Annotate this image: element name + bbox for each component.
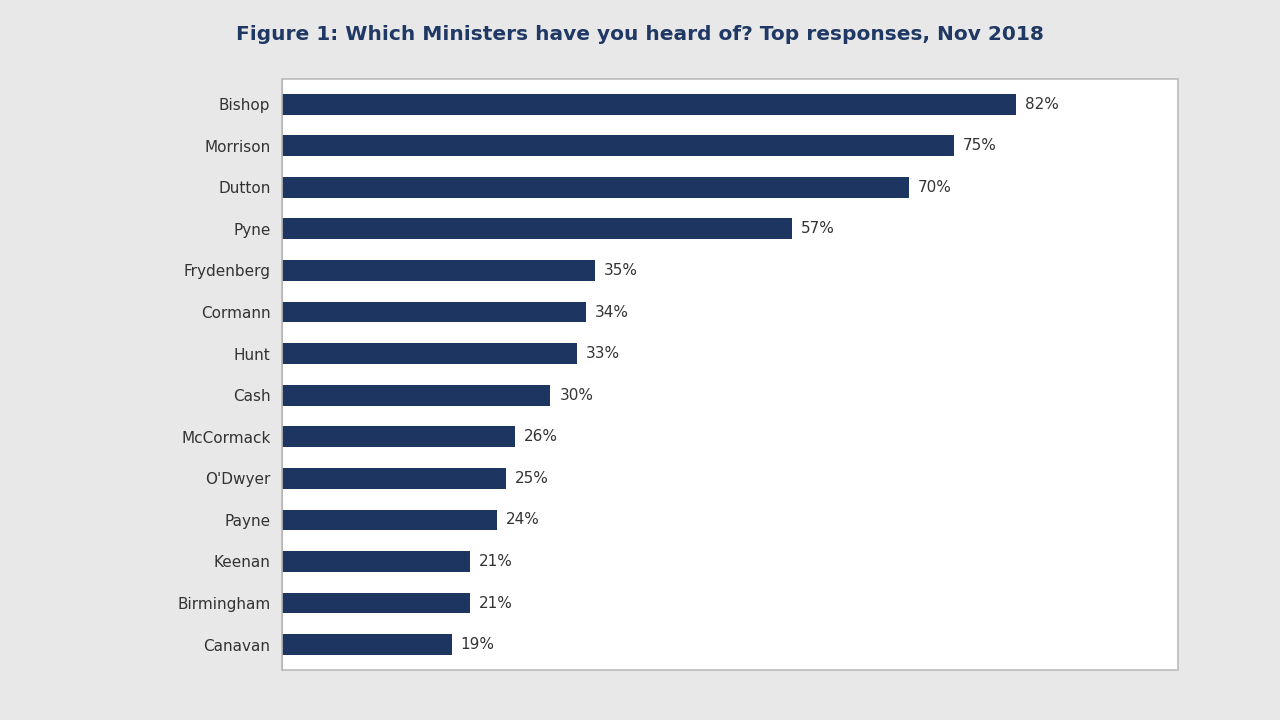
Bar <box>282 426 515 447</box>
Bar <box>282 177 909 198</box>
Text: 75%: 75% <box>963 138 996 153</box>
Text: The: The <box>980 618 997 627</box>
Text: 30%: 30% <box>559 387 594 402</box>
Text: Australia Institute: Australia Institute <box>998 621 1149 636</box>
Bar <box>282 593 470 613</box>
Text: 70%: 70% <box>918 180 951 195</box>
Bar <box>282 260 595 281</box>
Bar <box>282 551 470 572</box>
Text: Research that matters.: Research that matters. <box>998 649 1102 658</box>
Text: 57%: 57% <box>801 221 835 236</box>
Text: 34%: 34% <box>595 305 630 320</box>
Bar <box>282 634 452 655</box>
Bar <box>282 302 586 323</box>
Text: 21%: 21% <box>479 595 512 611</box>
Text: 21%: 21% <box>479 554 512 569</box>
Bar <box>282 94 1016 114</box>
Text: 82%: 82% <box>1025 96 1059 112</box>
Bar <box>282 343 577 364</box>
Text: 24%: 24% <box>506 513 539 528</box>
Bar <box>282 384 550 405</box>
Bar <box>282 135 954 156</box>
Text: 25%: 25% <box>515 471 548 486</box>
Text: Figure 1: Which Ministers have you heard of? Top responses, Nov 2018: Figure 1: Which Ministers have you heard… <box>236 25 1044 44</box>
Bar <box>282 510 497 531</box>
Text: 26%: 26% <box>524 429 558 444</box>
Text: 33%: 33% <box>586 346 621 361</box>
Bar <box>282 218 792 239</box>
Bar <box>282 468 506 489</box>
Text: 35%: 35% <box>604 263 639 278</box>
Text: 19%: 19% <box>461 637 495 652</box>
